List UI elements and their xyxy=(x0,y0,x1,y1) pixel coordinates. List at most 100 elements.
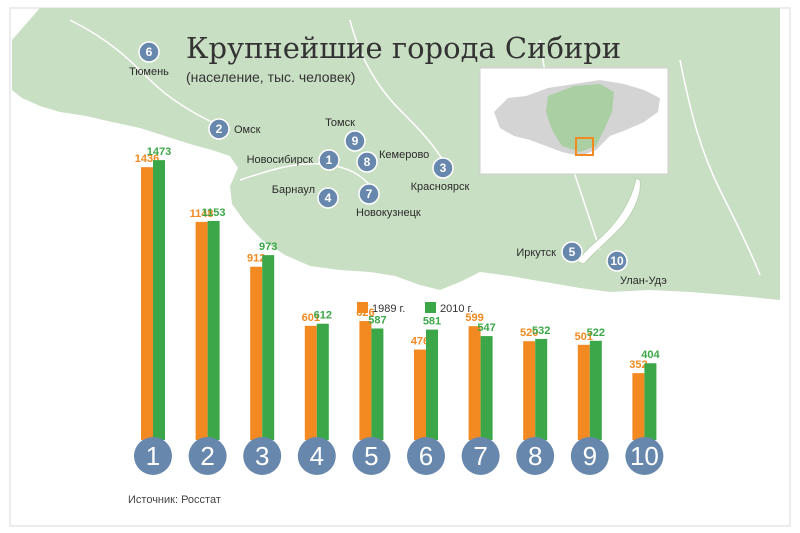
city-marker: 6 Тюмень xyxy=(129,41,169,78)
city-marker: 5 Иркутск xyxy=(516,241,583,263)
city-marker: 10 Улан-Удэ xyxy=(606,250,667,287)
category-number: 2 xyxy=(200,441,214,471)
city-marker-number: 9 xyxy=(352,134,359,148)
category-circle xyxy=(297,437,336,475)
russia-inset xyxy=(479,67,669,175)
bar-value-label-1989: 352 xyxy=(629,359,647,371)
bar-2010 xyxy=(262,255,275,440)
city-marker: 1 Новосибирск xyxy=(247,149,340,171)
bar-value-label-2010: 547 xyxy=(477,322,495,334)
bar-1989 xyxy=(250,266,263,440)
map-river xyxy=(69,19,231,131)
bar-value-label-2010: 404 xyxy=(641,349,660,361)
category-number: 8 xyxy=(528,441,542,471)
bar-value-label-2010: 973 xyxy=(259,241,277,253)
city-marker-circle xyxy=(356,151,378,173)
bar-value-label-2010: 1473 xyxy=(147,146,171,158)
city-marker-circle xyxy=(561,241,583,263)
city-marker-number: 5 xyxy=(569,245,576,259)
legend-label-1989: 1989 г. xyxy=(372,303,405,315)
inset-highlight-box xyxy=(575,137,594,156)
bar-2010 xyxy=(480,336,493,440)
city-marker: 7 Новокузнецк xyxy=(356,183,421,219)
bar-value-label-2010: 532 xyxy=(532,325,550,337)
city-name-label: Улан-Удэ xyxy=(620,275,667,287)
city-marker-number: 2 xyxy=(216,122,223,136)
bar-value-label-2010: 1153 xyxy=(202,207,226,219)
city-marker-number: 8 xyxy=(364,155,371,169)
city-name-label: Омск xyxy=(234,124,261,136)
bar-value-label-1989: 626 xyxy=(356,307,374,319)
bar-2010 xyxy=(589,340,602,440)
bar-1989 xyxy=(359,321,372,440)
bar-value-label-1989: 912 xyxy=(247,253,265,265)
bar-2010 xyxy=(426,329,438,440)
city-name-label: Красноярск xyxy=(411,181,470,193)
city-name-label: Новокузнецк xyxy=(356,207,421,219)
city-marker-circle xyxy=(318,149,340,171)
city-marker: 9 Томск xyxy=(325,117,366,152)
city-marker-circle xyxy=(358,183,380,205)
city-name-label: Барнаул xyxy=(272,184,315,196)
city-name-label: Томск xyxy=(325,117,355,129)
city-marker-number: 10 xyxy=(610,254,624,268)
chart-title: Крупнейшие города Сибири xyxy=(186,31,621,65)
bar-chart: 1436147311148115329129733601612462658754… xyxy=(134,146,664,475)
category-number: 3 xyxy=(255,441,269,471)
bar-1989 xyxy=(304,325,317,440)
category-number: 7 xyxy=(473,441,487,471)
city-marker-circle xyxy=(432,157,454,179)
lake-baikal xyxy=(577,177,641,265)
bar-2010 xyxy=(207,220,220,440)
bar-1989 xyxy=(195,221,208,440)
category-number: 10 xyxy=(630,441,659,471)
bar-value-label-1989: 476 xyxy=(411,336,429,348)
category-circle xyxy=(243,437,282,475)
city-marker-circle xyxy=(606,250,628,272)
bar-1989 xyxy=(632,373,645,440)
city-marker-number: 6 xyxy=(146,45,153,59)
chart-subtitle: (население, тыс. человек) xyxy=(186,69,355,85)
bar-2010 xyxy=(316,323,329,440)
bar-2010 xyxy=(371,328,384,440)
city-marker-circle xyxy=(344,130,366,152)
bar-value-label-1989: 601 xyxy=(302,312,320,324)
category-circle xyxy=(352,437,391,475)
category-circle xyxy=(570,437,609,475)
inset-siberia-shape xyxy=(546,84,614,152)
city-name-label: Иркутск xyxy=(516,247,556,259)
bar-2010 xyxy=(644,363,657,440)
bar-1989 xyxy=(414,349,426,440)
category-circle xyxy=(625,437,664,475)
category-circle xyxy=(516,437,555,475)
category-circle xyxy=(407,437,445,475)
city-marker-number: 4 xyxy=(325,191,332,205)
map-river xyxy=(349,19,451,176)
bar-value-label-2010: 587 xyxy=(368,314,386,326)
bar-value-label-1989: 501 xyxy=(575,331,593,343)
legend-label-2010: 2010 г. xyxy=(440,303,473,315)
category-circle xyxy=(461,437,500,475)
siberia-map xyxy=(9,7,791,527)
category-number: 5 xyxy=(364,441,378,471)
bar-1989 xyxy=(141,167,153,440)
city-marker-circle xyxy=(138,41,160,63)
city-marker: 4 Барнаул xyxy=(272,184,339,209)
bar-1989 xyxy=(468,326,481,440)
city-marker-number: 3 xyxy=(440,161,447,175)
bar-1989 xyxy=(523,341,536,440)
city-marker: 8 Кемерово xyxy=(356,149,429,173)
legend-swatch-2010 xyxy=(425,302,436,313)
map-river xyxy=(679,59,761,276)
bar-1989 xyxy=(577,344,590,440)
city-marker: 2 Омск xyxy=(208,118,261,140)
category-number: 4 xyxy=(310,441,324,471)
category-circle xyxy=(188,437,227,475)
category-number: 9 xyxy=(583,441,597,471)
bar-value-label-1989: 520 xyxy=(520,327,538,339)
bar-value-label-2010: 581 xyxy=(423,316,441,328)
city-name-label: Кемерово xyxy=(379,149,429,161)
category-circle xyxy=(134,437,172,475)
city-marker-circle xyxy=(208,118,230,140)
